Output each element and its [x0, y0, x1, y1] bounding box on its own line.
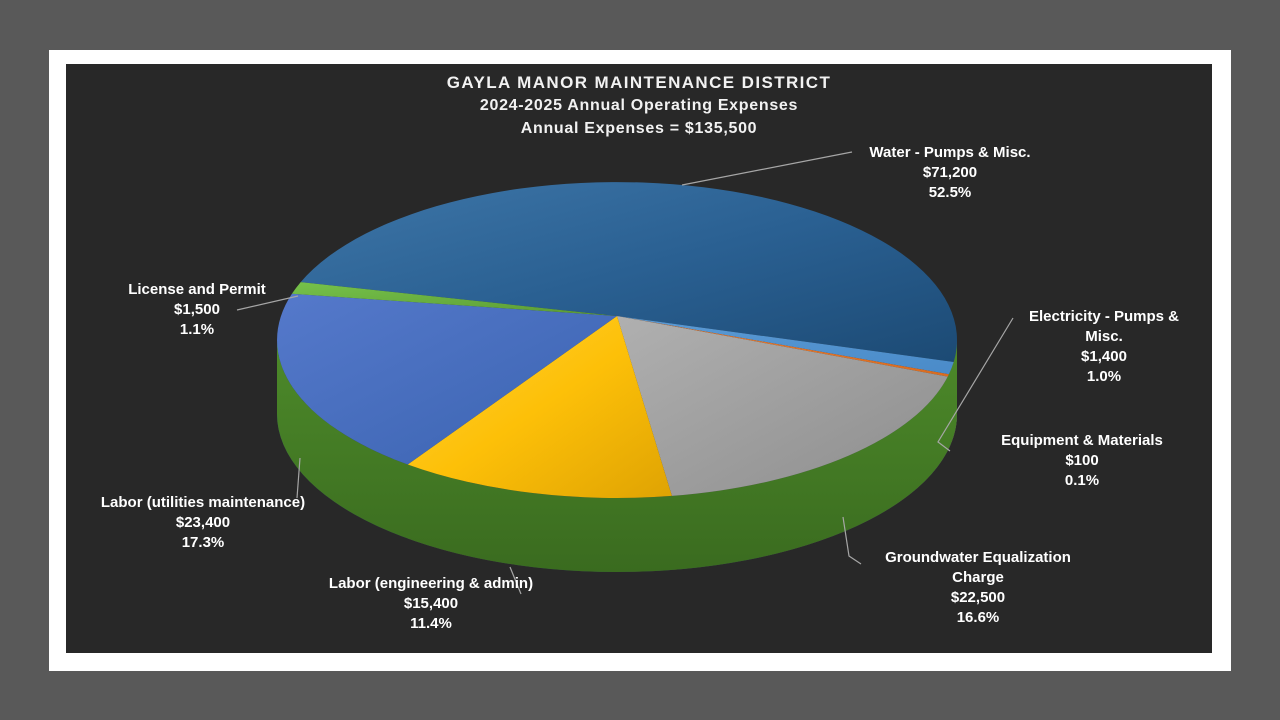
pie-slice-groundwater[interactable]: [617, 316, 948, 496]
slice-label-labor-engineering-name: Labor (engineering & admin): [328, 575, 534, 592]
slice-label-labor-utilities-amount: $23,400: [175, 514, 231, 531]
leader-line-license: [236, 295, 299, 311]
pie-slice-license[interactable]: [291, 282, 617, 316]
slice-label-labor-utilities: Labor (utilities maintenance) $23,400 17…: [73, 493, 333, 553]
slice-label-labor-utilities-pct: 17.3%: [181, 534, 225, 551]
slice-label-labor-utilities-name: Labor (utilities maintenance): [100, 494, 306, 511]
slice-label-license-name: License and Permit: [128, 281, 266, 298]
pie-slice-labor-engineering[interactable]: [407, 316, 672, 498]
chart-title: GAYLA MANOR MAINTENANCE DISTRICT 2024-20…: [66, 71, 1212, 140]
leader-line-labor-engineering: [509, 566, 522, 595]
slice-label-labor-engineering-pct: 11.4%: [410, 615, 452, 632]
slice-label-electricity-name: Electricity - Pumps & Misc.: [1028, 308, 1180, 345]
slice-label-equipment-pct: 0.1%: [1064, 472, 1100, 489]
slice-label-license-amount: $1,500: [174, 301, 220, 318]
slice-label-electricity-amount: $1,400: [1081, 348, 1127, 365]
pie-wall-license: [277, 340, 957, 572]
pie-slice-equipment[interactable]: [617, 316, 949, 377]
chart-title-line-3: Annual Expenses = $135,500: [520, 120, 758, 137]
pie-slice-electricity[interactable]: [617, 316, 954, 375]
leader-line-water: [681, 151, 853, 186]
slice-label-license: License and Permit $1,500 1.1%: [97, 280, 297, 340]
leader-line-labor-utilities: [296, 457, 301, 499]
slice-label-electricity-pct: 1.0%: [1086, 368, 1122, 385]
leader-line-electricity: [937, 317, 1014, 452]
leader-line-groundwater: [842, 516, 862, 565]
slice-label-labor-engineering: Labor (engineering & admin) $15,400 11.4…: [291, 574, 571, 634]
pie-slice-labor-utilities[interactable]: [277, 293, 617, 465]
slice-label-water-amount: $71,200: [922, 164, 978, 181]
slice-label-equipment-amount: $100: [1065, 452, 1099, 469]
slice-label-groundwater-name: Groundwater Equalization Charge: [885, 549, 1071, 586]
slice-label-water-pct: 52.5%: [928, 184, 972, 201]
slice-label-groundwater: Groundwater Equalization Charge $22,500 …: [863, 548, 1093, 628]
slice-label-labor-engineering-amount: $15,400: [403, 595, 459, 612]
slice-label-equipment-name: Equipment & Materials: [1001, 432, 1163, 449]
chart-title-line-2: 2024-2025 Annual Operating Expenses: [479, 97, 799, 114]
chart-title-line-1: GAYLA MANOR MAINTENANCE DISTRICT: [446, 73, 832, 92]
slice-label-electricity: Electricity - Pumps & Misc. $1,400 1.0%: [1009, 307, 1199, 387]
slice-label-license-pct: 1.1%: [179, 321, 215, 338]
slice-label-groundwater-pct: 16.6%: [956, 609, 1000, 626]
slice-label-equipment: Equipment & Materials $100 0.1%: [967, 431, 1197, 491]
slice-label-water: Water - Pumps & Misc. $71,200 52.5%: [830, 143, 1070, 203]
pie-slice-water[interactable]: [300, 182, 957, 362]
slice-label-groundwater-amount: $22,500: [950, 589, 1006, 606]
slice-label-water-name: Water - Pumps & Misc.: [869, 144, 1031, 161]
